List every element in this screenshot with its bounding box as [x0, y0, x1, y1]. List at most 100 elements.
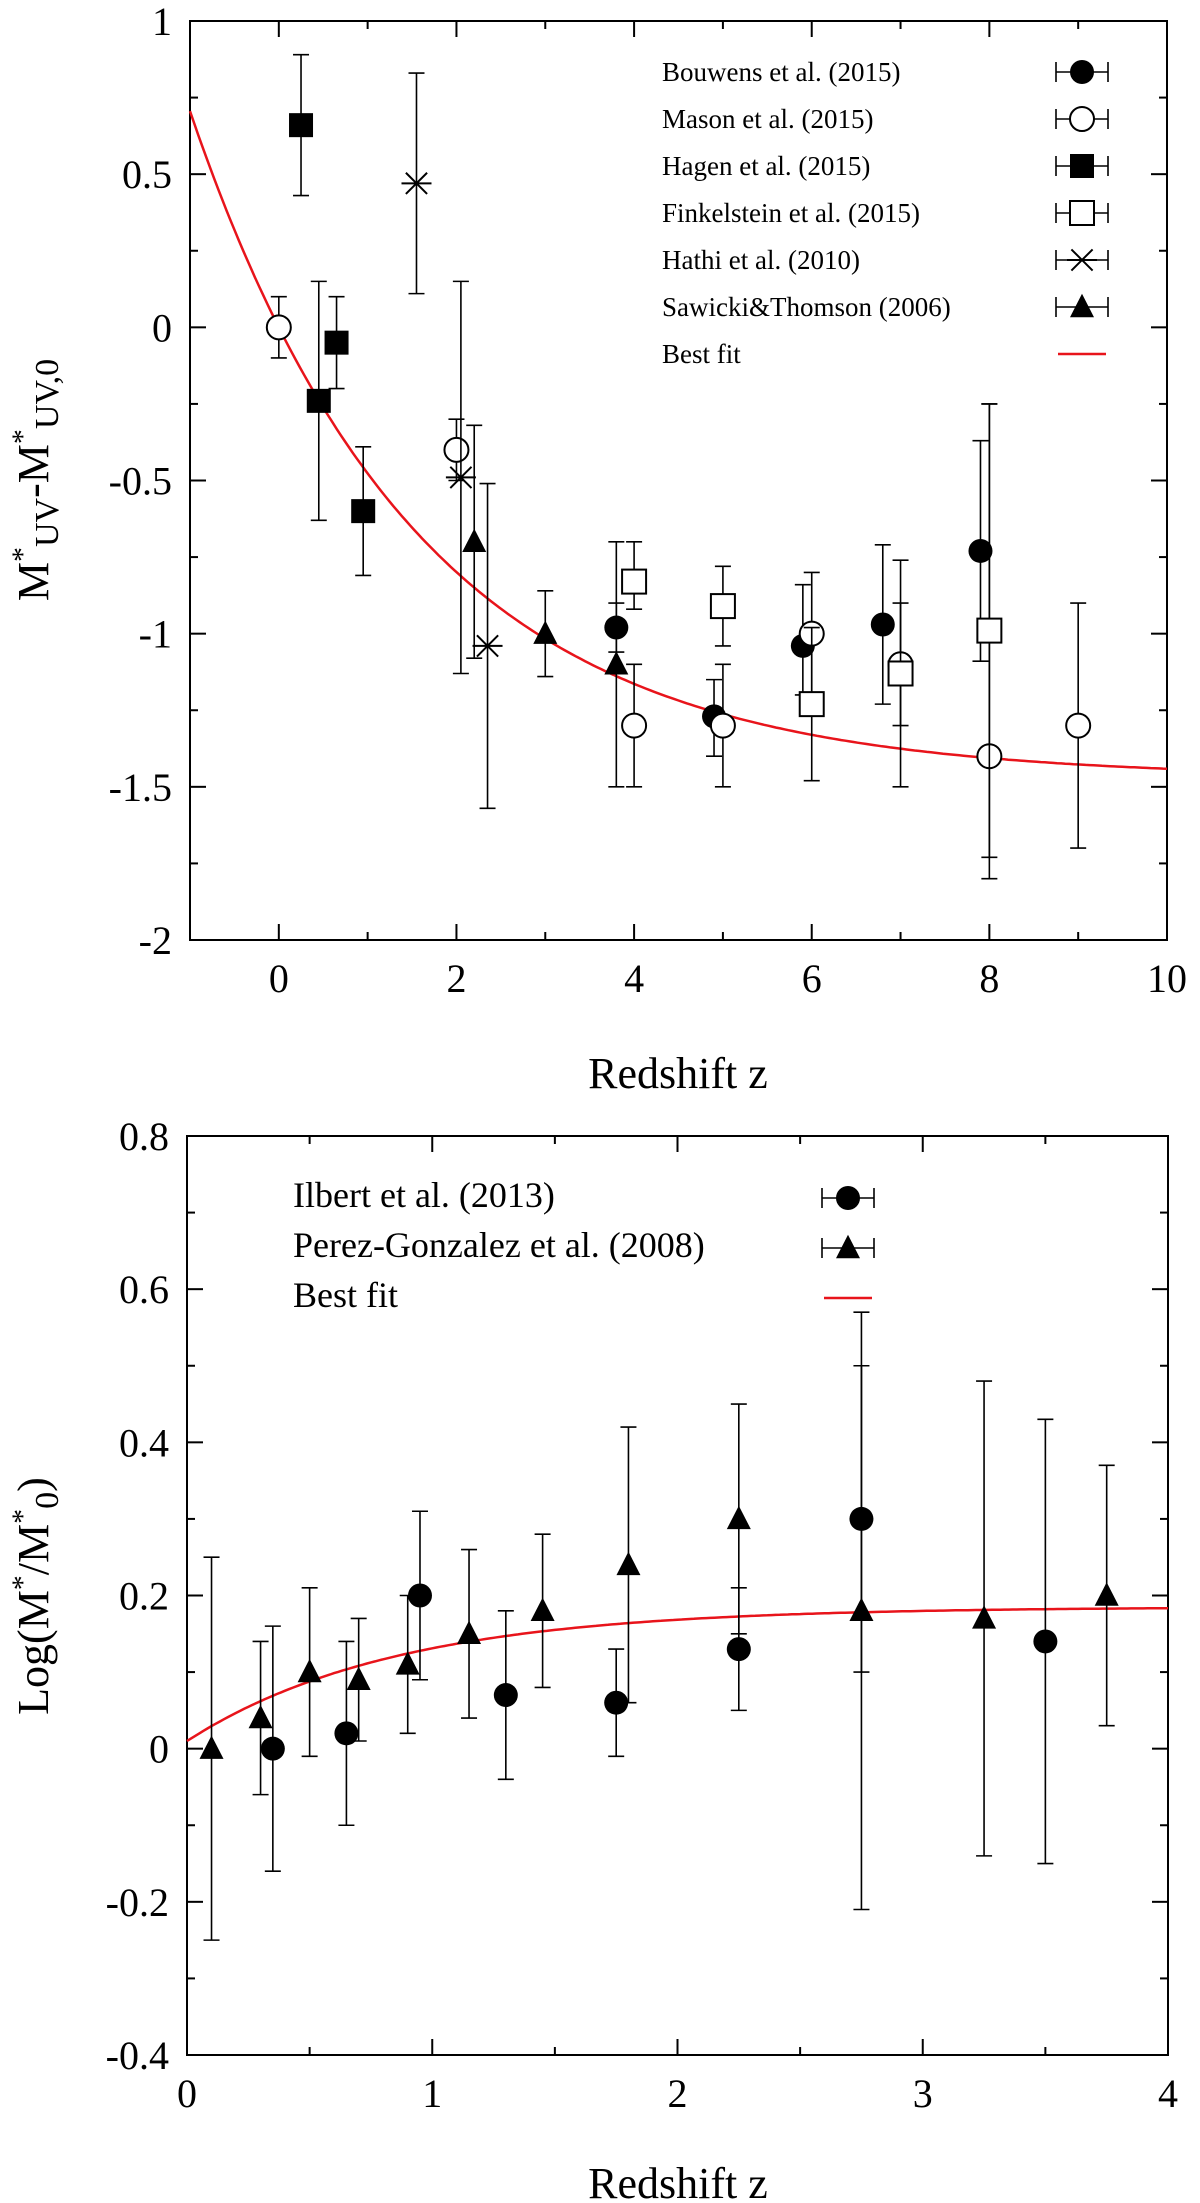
legend-label: Hathi et al. (2010) [662, 245, 860, 275]
data-point [726, 1505, 751, 1530]
y-axis-title-part: Log(M [9, 1590, 58, 1715]
data-point [726, 1637, 751, 1662]
data-point [530, 1597, 555, 1622]
legend-label: Hagen et al. (2015) [662, 151, 870, 181]
y-tick-label: 1 [152, 0, 172, 44]
data-point [472, 634, 503, 658]
legend-marker [1069, 200, 1095, 226]
y-tick-label: 0.8 [119, 1114, 169, 1159]
legend-label: Perez-Gonzalez et al. (2008) [293, 1225, 705, 1265]
data-point [493, 1683, 518, 1708]
data-point [887, 660, 914, 687]
y-tick-label: -1.5 [109, 765, 172, 810]
data-point [395, 1651, 420, 1675]
x-tick-label: 8 [979, 956, 999, 1001]
data-point [265, 314, 292, 341]
y-axis-title-star: * [6, 1509, 39, 1524]
data-point [334, 1721, 359, 1746]
y-axis-title-star: * [6, 547, 39, 562]
data-point [709, 712, 736, 739]
data-point [972, 1605, 997, 1629]
x-tick-label: 10 [1147, 956, 1187, 1001]
y-axis-title-part: M [9, 562, 58, 601]
data-point [1065, 712, 1092, 739]
x-tick-label: 0 [177, 2071, 197, 2116]
legend-label: Best fit [662, 339, 741, 369]
y-axis-title-sub: 0 [29, 1492, 66, 1509]
y-axis-title-star: * [6, 1575, 39, 1590]
data-point [324, 330, 349, 355]
data-point [621, 568, 648, 595]
data-point [289, 113, 314, 138]
data-point [445, 466, 476, 489]
data-point [260, 1736, 285, 1761]
x-tick-label: 6 [802, 956, 822, 1001]
data-point [533, 620, 558, 644]
data-point [968, 538, 993, 563]
data-point [306, 388, 331, 413]
x-tick-label: 4 [624, 956, 644, 1001]
x-tick-label: 1 [422, 2071, 442, 2116]
data-point [616, 1551, 641, 1576]
y-axis-title: M*UV-M*UV,0 [6, 359, 66, 601]
y-tick-label: -0.2 [106, 1880, 169, 1925]
data-point [870, 612, 895, 637]
data-point [604, 651, 629, 675]
legend-marker [1070, 154, 1094, 178]
y-tick-label: 0 [149, 1727, 169, 1772]
legend-label: Sawicki&Thomson (2006) [662, 292, 951, 322]
legend-label: Mason et al. (2015) [662, 104, 873, 134]
legend-label: Finkelstein et al. (2015) [662, 198, 920, 228]
data-point [401, 172, 432, 195]
uv-magnitude-panel: 0 2 4 6 8 10 -2 -1.5 -1 -0.5 0 0.5 1 Bouwens et al. … [6, 0, 1187, 1098]
data-point [709, 593, 736, 620]
data-point [621, 712, 648, 739]
plot-frame [186, 1135, 1169, 2056]
data-point [407, 1583, 432, 1608]
x-tick-label: 2 [446, 956, 466, 1001]
legend-label: Best fit [293, 1275, 398, 1315]
legend-marker [1070, 293, 1094, 318]
data-point [1033, 1629, 1058, 1654]
data-point [346, 1666, 371, 1690]
data-point [199, 1735, 224, 1759]
y-axis-title-sub: UV,0 [29, 359, 66, 429]
legend-marker [836, 1234, 860, 1259]
y-axis-title-part: ) [9, 1477, 58, 1492]
y-tick-label: 0.4 [119, 1420, 169, 1465]
y-axis-title-sub: UV [29, 497, 66, 547]
data-point [976, 617, 1003, 644]
y-axis-title-part: -M [9, 444, 58, 498]
stellar-mass-panel: 0 1 2 3 4 -0.4 -0.2 0 0.2 0.4 0.6 0.8 Ilbert et al.… [6, 1114, 1178, 2203]
x-tick-label: 2 [668, 2071, 688, 2116]
best-fit-curve [188, 110, 1168, 770]
legend-label: Bouwens et al. (2015) [662, 57, 900, 87]
x-tick-label: 4 [1158, 2071, 1178, 2116]
data-point [462, 528, 487, 552]
data-point [248, 1704, 273, 1729]
y-axis-title-star: * [6, 429, 39, 444]
data-point [604, 1690, 629, 1715]
data-point [457, 1620, 482, 1644]
data-point [443, 436, 470, 463]
y-axis-title: Log(M*/M*0) [6, 1477, 66, 1715]
legend-marker [1069, 106, 1095, 132]
y-tick-label: -2 [139, 918, 172, 963]
x-axis-title: Redshift z [588, 2159, 768, 2203]
y-tick-label: -0.4 [106, 2033, 169, 2078]
data-point [297, 1658, 322, 1683]
y-tick-label: 0.6 [119, 1267, 169, 1312]
x-tick-label: 3 [913, 2071, 933, 2116]
legend-label: Ilbert et al. (2013) [293, 1175, 555, 1215]
legend-marker [836, 1186, 860, 1210]
data-point [849, 1597, 874, 1622]
x-axis-title: Redshift z [588, 1049, 768, 1098]
x-tick-label: 0 [269, 956, 289, 1001]
data-point [351, 499, 376, 524]
y-tick-label: 0.5 [122, 152, 172, 197]
y-tick-label: 0.2 [119, 1574, 169, 1619]
legend-marker [1067, 248, 1097, 272]
data-point [1094, 1582, 1119, 1606]
y-axis-title-part: /M [9, 1524, 58, 1575]
